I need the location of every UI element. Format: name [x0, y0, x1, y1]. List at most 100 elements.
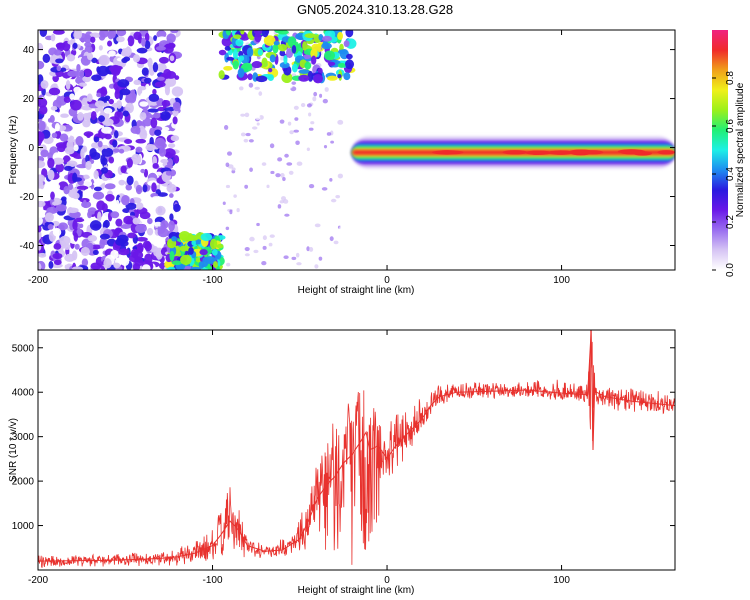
heat-cell: [166, 33, 176, 43]
heat-cell: [72, 192, 80, 200]
heat-cell: [97, 211, 102, 222]
heat-cell: [224, 220, 228, 226]
heat-cell: [105, 194, 115, 202]
heat-cell: [154, 129, 162, 136]
heat-cell: [168, 220, 175, 232]
heat-cell: [245, 132, 251, 137]
heat-cell: [72, 42, 78, 49]
heat-cell: [246, 47, 254, 57]
heat-cell: [108, 83, 115, 89]
heat-cell: [225, 162, 230, 168]
heat-cell: [279, 119, 285, 124]
heat-cell: [320, 180, 324, 186]
heat-cell: [49, 115, 55, 123]
heat-cell: [305, 172, 310, 178]
heat-cell: [154, 81, 166, 88]
heat-cell: [225, 30, 232, 36]
heat-cell: [231, 167, 236, 171]
heat-cell: [77, 112, 84, 121]
heat-cell: [296, 161, 303, 166]
heat-cell: [308, 247, 314, 252]
heat-cell: [163, 106, 175, 112]
heat-cell: [60, 67, 67, 72]
heat-cell: [289, 130, 294, 135]
heat-cell: [38, 120, 46, 132]
heat-cell: [254, 86, 260, 90]
heat-cell: [135, 236, 148, 242]
heat-cell: [240, 189, 247, 193]
heat-cell: [66, 140, 74, 151]
heat-cell: [172, 116, 178, 125]
heat-cell: [59, 133, 69, 142]
x-tick-label: -100: [203, 575, 223, 586]
colorbar-tick-label: 0.6: [725, 119, 736, 133]
heat-cell: [59, 113, 69, 118]
x-tick-label: 0: [384, 275, 390, 286]
heat-cell: [298, 196, 302, 201]
band-peak: [569, 149, 593, 154]
spectrogram-feature-2: [218, 30, 357, 84]
heat-cell: [330, 140, 335, 144]
heat-cell: [50, 191, 55, 200]
heat-cell: [213, 261, 218, 269]
heat-cell: [92, 249, 99, 256]
spectrogram-x-label: Height of straight line (km): [298, 285, 415, 296]
heat-cell: [277, 157, 283, 162]
heat-cell: [319, 93, 323, 98]
heat-cell: [144, 253, 153, 265]
heat-cell: [300, 103, 306, 108]
heat-cell: [121, 194, 130, 206]
heat-cell: [173, 203, 181, 212]
x-tick-label: 100: [553, 575, 570, 586]
heat-cell: [296, 262, 302, 266]
heat-cell: [291, 63, 298, 73]
heat-cell: [326, 132, 332, 136]
heat-cell: [272, 243, 277, 249]
heat-cell: [97, 140, 103, 148]
heat-cell: [38, 263, 42, 270]
band-peak: [547, 150, 573, 155]
heat-cell: [57, 222, 69, 231]
heat-cell: [260, 255, 266, 259]
spectrogram-frame: [37, 29, 676, 271]
heat-cell: [127, 35, 135, 47]
heat-cell: [82, 120, 91, 128]
heat-cell: [200, 232, 213, 242]
heat-cell: [306, 246, 310, 252]
heat-cell: [258, 115, 264, 120]
heat-cell: [287, 121, 292, 126]
heat-cell: [256, 222, 260, 227]
heat-cell: [249, 236, 255, 242]
heat-cell: [142, 240, 151, 249]
heat-cell: [136, 202, 144, 210]
heat-cell: [275, 173, 281, 178]
heat-cell: [63, 185, 70, 195]
heat-cell: [283, 199, 289, 204]
heat-cell: [136, 47, 148, 54]
heat-cell: [71, 266, 84, 270]
heat-cell: [337, 173, 344, 179]
heat-cell: [125, 184, 133, 191]
heat-cell: [134, 164, 140, 173]
heat-cell: [295, 140, 300, 145]
heat-cell: [204, 256, 217, 265]
colorbar-ticks: 0.0 0.2 0.4 0.6 0.8: [712, 71, 736, 277]
heat-cell: [155, 46, 167, 51]
heat-cell: [232, 48, 239, 60]
heat-cell: [125, 102, 134, 114]
heat-cell: [329, 178, 333, 182]
y-tick-label: 4000: [12, 388, 35, 399]
heat-cell: [153, 35, 158, 41]
heat-cell: [232, 60, 239, 70]
heat-cell: [143, 77, 152, 84]
heat-cell: [233, 34, 242, 39]
heat-cell: [293, 105, 299, 110]
heat-cell: [339, 225, 344, 231]
heat-cell: [115, 218, 123, 227]
heat-cell: [47, 157, 55, 169]
heat-cell: [313, 91, 318, 97]
heat-cell: [279, 50, 286, 57]
spectrogram-y-axis: -40 -20 0 20 40: [20, 45, 675, 252]
y-tick-label: 1000: [12, 521, 35, 532]
heat-cell: [151, 182, 157, 193]
